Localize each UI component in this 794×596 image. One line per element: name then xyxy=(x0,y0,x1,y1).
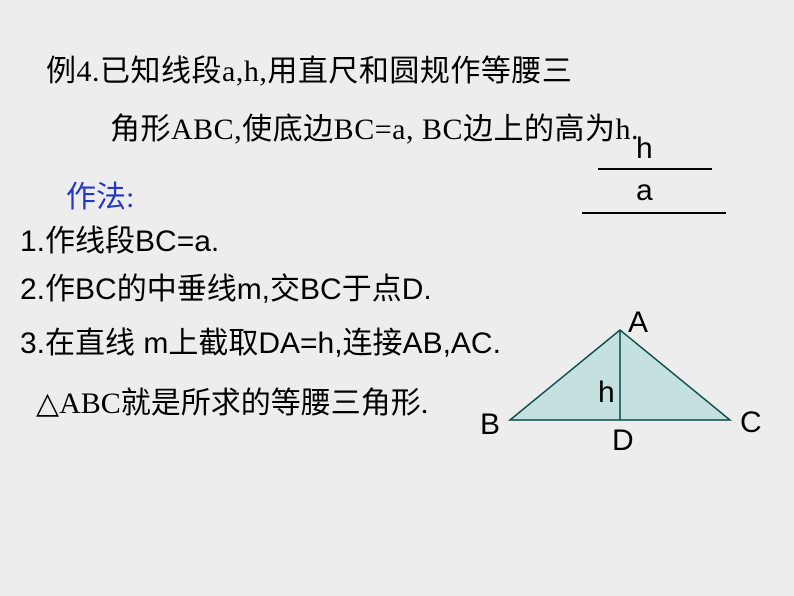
title-line-1: 例4.已知线段a,h,用直尺和圆规作等腰三 xyxy=(46,46,572,90)
altitude-h: h xyxy=(598,376,615,410)
a-label: a xyxy=(636,174,653,208)
vertex-B: B xyxy=(480,408,500,442)
vertex-A: A xyxy=(628,306,648,340)
vertex-D: D xyxy=(612,424,634,458)
step-3: 3.在直线 m上截取DA=h,连接AB,AC. xyxy=(20,318,501,362)
vertex-C: C xyxy=(740,406,762,440)
h-label: h xyxy=(636,132,653,166)
conclusion: △ABC就是所求的等腰三角形. xyxy=(36,378,428,422)
title-line-2: 角形ABC,使底边BC=a, BC边上的高为h. xyxy=(110,104,639,148)
h-segment xyxy=(598,168,712,170)
method-label: 作法: xyxy=(66,172,134,216)
step-2: 2.作BC的中垂线m,交BC于点D. xyxy=(20,264,432,308)
triangle-figure: A B C D h xyxy=(500,320,760,480)
step-1: 1.作线段BC=a. xyxy=(20,216,219,260)
a-segment xyxy=(582,212,726,214)
